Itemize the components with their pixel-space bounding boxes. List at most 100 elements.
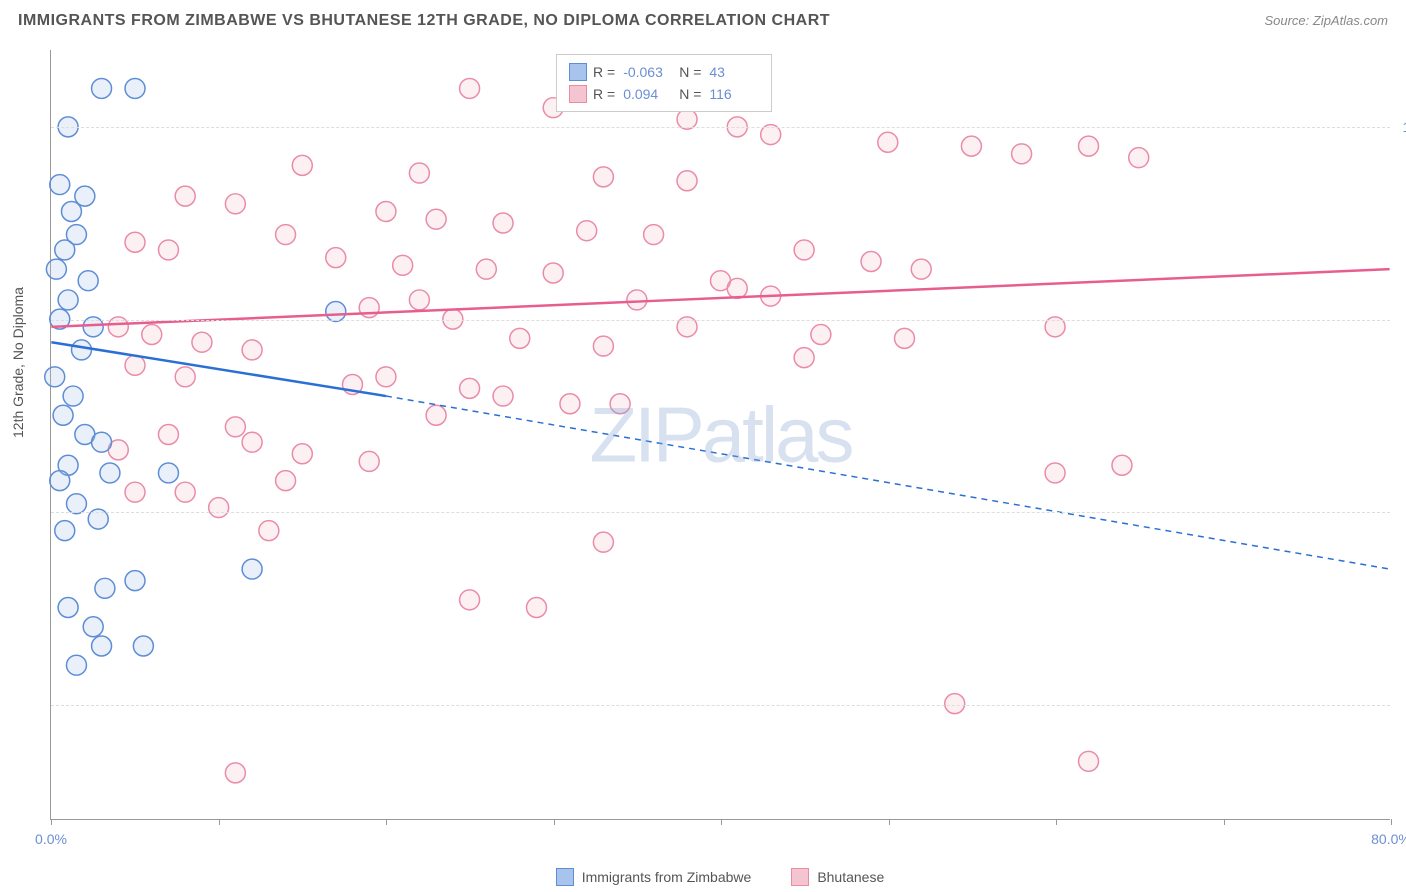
scatter-point xyxy=(175,186,195,206)
scatter-point xyxy=(95,578,115,598)
scatter-point xyxy=(1112,455,1132,475)
scatter-point xyxy=(50,471,70,491)
source-attribution: Source: ZipAtlas.com xyxy=(1264,13,1388,28)
scatter-point xyxy=(493,213,513,233)
scatter-point xyxy=(158,425,178,445)
legend-n-value: 116 xyxy=(709,86,759,102)
gridline-h xyxy=(51,512,1390,513)
gridline-h xyxy=(51,127,1390,128)
scatter-point xyxy=(426,405,446,425)
scatter-point xyxy=(460,78,480,98)
scatter-point xyxy=(560,394,580,414)
scatter-point xyxy=(46,259,66,279)
scatter-point xyxy=(593,532,613,552)
y-tick-label: 100.0% xyxy=(1395,119,1406,135)
scatter-point xyxy=(45,367,65,387)
scatter-point xyxy=(1079,751,1099,771)
x-tick xyxy=(554,819,555,825)
scatter-point xyxy=(142,325,162,345)
x-tick xyxy=(1391,819,1392,825)
scatter-point xyxy=(376,367,396,387)
y-tick-label: 85.0% xyxy=(1395,697,1406,713)
trend-line xyxy=(51,342,386,396)
gridline-h xyxy=(51,320,1390,321)
x-tick xyxy=(51,819,52,825)
scatter-point xyxy=(1129,148,1149,168)
scatter-point xyxy=(71,340,91,360)
legend-swatch xyxy=(569,85,587,103)
scatter-point xyxy=(627,290,647,310)
y-tick-label: 95.0% xyxy=(1395,312,1406,328)
scatter-point xyxy=(677,171,697,191)
scatter-point xyxy=(192,332,212,352)
legend-row: R = -0.063 N = 43 xyxy=(569,61,759,83)
scatter-point xyxy=(393,255,413,275)
scatter-point xyxy=(100,463,120,483)
scatter-point xyxy=(175,367,195,387)
scatter-point xyxy=(63,386,83,406)
series-legend-item: Bhutanese xyxy=(791,868,884,886)
correlation-legend: R = -0.063 N = 43R = 0.094 N = 116 xyxy=(556,54,772,112)
scatter-point xyxy=(794,348,814,368)
scatter-point xyxy=(811,325,831,345)
series-legend-label: Immigrants from Zimbabwe xyxy=(582,869,752,885)
scatter-point xyxy=(209,498,229,518)
scatter-point xyxy=(83,617,103,637)
y-tick-label: 90.0% xyxy=(1395,504,1406,520)
scatter-point xyxy=(895,328,915,348)
scatter-point xyxy=(493,386,513,406)
scatter-point xyxy=(961,136,981,156)
scatter-point xyxy=(409,290,429,310)
scatter-point xyxy=(409,163,429,183)
y-axis-label: 12th Grade, No Diploma xyxy=(10,287,26,438)
scatter-point xyxy=(242,559,262,579)
scatter-point xyxy=(125,232,145,252)
scatter-point xyxy=(133,636,153,656)
scatter-point xyxy=(242,340,262,360)
scatter-point xyxy=(66,655,86,675)
scatter-point xyxy=(276,225,296,245)
x-tick-label: 80.0% xyxy=(1371,831,1406,847)
scatter-point xyxy=(53,405,73,425)
scatter-point xyxy=(510,328,530,348)
scatter-point xyxy=(527,598,547,618)
x-tick-label: 0.0% xyxy=(35,831,67,847)
scatter-point xyxy=(61,202,81,222)
x-tick xyxy=(1056,819,1057,825)
scatter-point xyxy=(158,463,178,483)
legend-r-value: 0.094 xyxy=(623,86,673,102)
scatter-point xyxy=(50,175,70,195)
scatter-point xyxy=(225,417,245,437)
x-tick xyxy=(721,819,722,825)
scatter-point xyxy=(878,132,898,152)
scatter-point xyxy=(55,240,75,260)
chart-title: IMMIGRANTS FROM ZIMBABWE VS BHUTANESE 12… xyxy=(18,12,830,30)
scatter-point xyxy=(292,155,312,175)
legend-r-label: R = xyxy=(593,64,615,80)
series-legend: Immigrants from Zimbabwe Bhutanese xyxy=(50,868,1390,886)
scatter-point xyxy=(92,636,112,656)
scatter-point xyxy=(1012,144,1032,164)
scatter-point xyxy=(1079,136,1099,156)
scatter-point xyxy=(175,482,195,502)
x-tick xyxy=(1224,819,1225,825)
legend-swatch xyxy=(556,868,574,886)
series-legend-item: Immigrants from Zimbabwe xyxy=(556,868,752,886)
legend-r-value: -0.063 xyxy=(623,64,673,80)
legend-n-label: N = xyxy=(679,86,701,102)
scatter-point xyxy=(58,598,78,618)
scatter-point xyxy=(577,221,597,241)
legend-n-label: N = xyxy=(679,64,701,80)
legend-swatch xyxy=(569,63,587,81)
scatter-point xyxy=(125,482,145,502)
legend-n-value: 43 xyxy=(709,64,759,80)
scatter-point xyxy=(610,394,630,414)
scatter-point xyxy=(326,248,346,268)
scatter-point xyxy=(276,471,296,491)
scatter-point xyxy=(92,432,112,452)
scatter-point xyxy=(1045,463,1065,483)
scatter-point xyxy=(376,202,396,222)
legend-row: R =0.094N =116 xyxy=(569,83,759,105)
scatter-point xyxy=(242,432,262,452)
scatter-point xyxy=(543,263,563,283)
